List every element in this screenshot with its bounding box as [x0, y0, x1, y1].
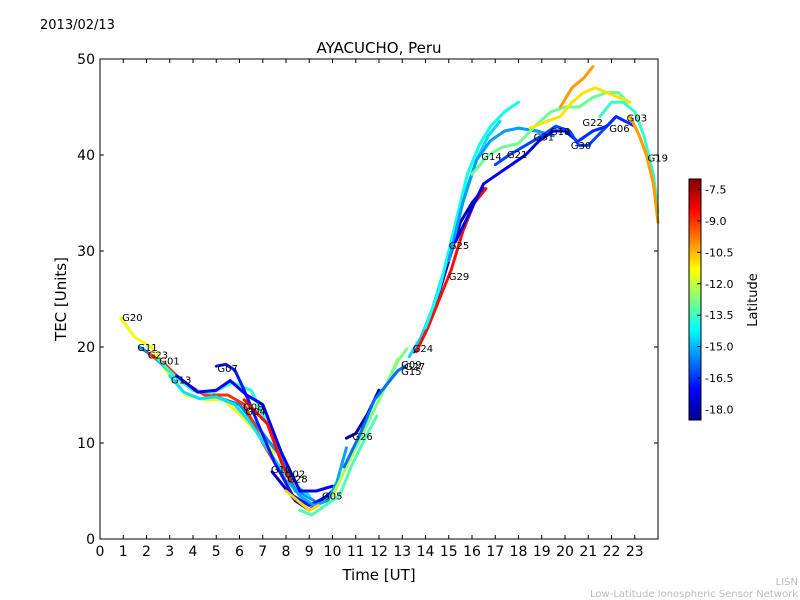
- y-axis-label: TEC [Units]: [52, 257, 70, 342]
- label-g26: G26: [352, 432, 372, 443]
- colorbar-tick-label: -9.0: [705, 215, 726, 228]
- series-g19: [628, 115, 660, 224]
- label-g13: G13: [171, 376, 191, 387]
- x-tick-label: 23: [626, 544, 644, 560]
- colorbar-tick-label: -15.0: [705, 341, 733, 354]
- colorbar-tick-label: -10.5: [705, 246, 733, 259]
- y-tick-label: 50: [77, 52, 95, 68]
- label-g23: G23: [148, 351, 168, 362]
- x-tick-label: 2: [142, 544, 151, 560]
- x-axis-label: Time [UT]: [341, 566, 415, 584]
- label-g30: G30: [571, 141, 591, 152]
- x-tick-label: 3: [165, 544, 174, 560]
- label-g27: G27: [405, 362, 425, 373]
- label-g02: G02: [285, 470, 305, 481]
- label-g15: G15: [401, 367, 421, 378]
- series-g08: [175, 374, 334, 493]
- label-g14: G14: [481, 152, 501, 163]
- series-g03: [598, 100, 660, 215]
- label-g03: G03: [627, 113, 647, 124]
- x-tick-label: 19: [533, 544, 551, 560]
- x-tick-label: 12: [370, 544, 388, 560]
- x-tick-label: 18: [510, 544, 528, 560]
- x-tick-label: 0: [96, 544, 105, 560]
- series-g15: [342, 364, 407, 469]
- footer-brand: LISN: [775, 577, 798, 588]
- x-tick-label: 6: [235, 544, 244, 560]
- colorbar-tick-label: -7.5: [705, 183, 726, 196]
- series-g05: [298, 414, 379, 517]
- label-g22: G22: [582, 118, 602, 129]
- colorbar: [688, 178, 702, 421]
- label-g08: G08: [243, 402, 263, 413]
- x-tick-label: 16: [463, 544, 481, 560]
- x-tick-label: 22: [603, 544, 621, 560]
- label-g10: G10: [271, 465, 291, 476]
- label-g29: G29: [449, 272, 469, 283]
- axis-ticks: 0 1 2 3 4 5 6 7 8 9 10 11 12 13 14 15 16 17 18 19 20 21 22 2301…: [77, 52, 658, 560]
- label-g01: G01: [159, 356, 179, 367]
- y-tick-label: 30: [77, 244, 95, 260]
- label-g20: G20: [122, 313, 142, 324]
- series-g16: [558, 65, 595, 109]
- x-tick-label: 9: [305, 544, 314, 560]
- x-tick-label: 13: [393, 544, 411, 560]
- x-tick-label: 5: [212, 544, 221, 560]
- series-g22: [528, 86, 632, 130]
- x-tick-label: 20: [556, 544, 574, 560]
- x-tick-label: 17: [486, 544, 504, 560]
- label-g21: G21: [507, 150, 527, 161]
- y-tick-label: 20: [77, 340, 95, 356]
- series-g02: [286, 446, 348, 507]
- series-g21: [447, 126, 555, 263]
- x-tick-label: 8: [282, 544, 291, 560]
- colorbar-ticks: -7.5 -9.0 -10.5 -12.0 -13.5 -15.0 -16.5 -18.0: [697, 183, 733, 417]
- label-g06: G06: [609, 124, 629, 135]
- label-g07: G07: [217, 364, 237, 375]
- series-g31: [454, 129, 579, 243]
- series-g04: [242, 398, 297, 493]
- x-tick-label: 15: [440, 544, 458, 560]
- x-tick-label: 10: [324, 544, 342, 560]
- x-tick-label: 21: [579, 544, 597, 560]
- x-tick-label: 11: [347, 544, 365, 560]
- x-tick-label: 4: [189, 544, 198, 560]
- label-g25: G25: [449, 241, 469, 252]
- x-tick-label: 14: [417, 544, 435, 560]
- label-g04: G04: [245, 407, 265, 418]
- label-g09: G09: [401, 360, 421, 371]
- series-g20: [119, 316, 276, 455]
- y-tick-label: 40: [77, 148, 95, 164]
- x-tick-label: 7: [258, 544, 267, 560]
- label-g11: G11: [137, 343, 157, 354]
- label-g18: G18: [550, 127, 570, 138]
- chart-title: AYACUCHO, Peru: [316, 39, 441, 57]
- colorbar-label: Latitude: [746, 273, 761, 327]
- date-label: 2013/02/13: [40, 18, 115, 33]
- footer-network-name: Low-Latitude Ionospheric Sensor Network: [590, 589, 798, 600]
- colorbar-tick-label: -16.5: [705, 372, 733, 385]
- colorbar-tick-label: -18.0: [705, 404, 733, 417]
- series-g28: [284, 489, 321, 512]
- colorbar-tick-label: -13.5: [705, 309, 733, 322]
- plot-frame: [99, 58, 659, 540]
- series-g14: [424, 100, 520, 330]
- series-g13: [168, 374, 311, 498]
- x-tick-label: 1: [119, 544, 128, 560]
- series-g07: [214, 362, 330, 507]
- y-tick-label: 0: [86, 532, 95, 548]
- label-g31: G31: [534, 133, 554, 144]
- y-tick-label: 10: [77, 436, 95, 452]
- label-g28: G28: [287, 474, 307, 485]
- series-g06: [577, 115, 637, 143]
- series-layer: [119, 65, 660, 517]
- colorbar-tick-label: -12.0: [705, 278, 733, 291]
- label-g24: G24: [413, 344, 433, 355]
- label-g05: G05: [322, 492, 342, 503]
